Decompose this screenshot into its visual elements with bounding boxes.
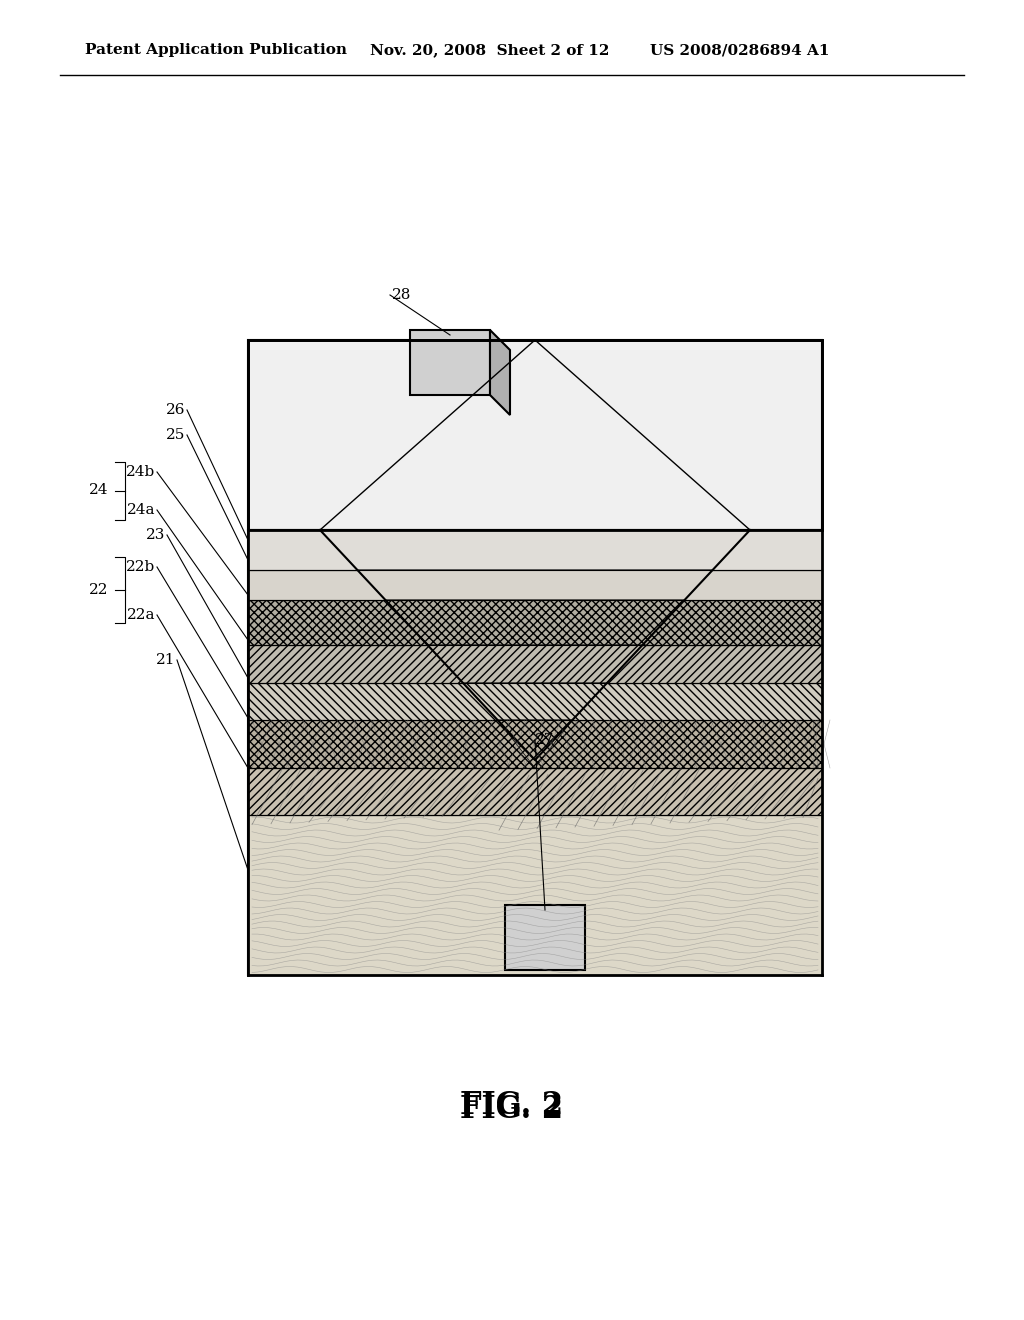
Text: Patent Application Publication: Patent Application Publication xyxy=(85,44,347,57)
Polygon shape xyxy=(248,570,822,601)
Text: 24b: 24b xyxy=(126,465,155,479)
Text: 24: 24 xyxy=(88,483,108,498)
Text: 22b: 22b xyxy=(126,560,155,574)
Polygon shape xyxy=(248,341,822,531)
Text: FIG. 2: FIG. 2 xyxy=(461,1089,563,1121)
Polygon shape xyxy=(248,601,822,645)
Text: 27: 27 xyxy=(535,733,554,747)
Polygon shape xyxy=(248,814,822,975)
Polygon shape xyxy=(248,531,822,975)
Text: 28: 28 xyxy=(392,288,412,302)
Polygon shape xyxy=(498,719,572,768)
Text: US 2008/0286894 A1: US 2008/0286894 A1 xyxy=(650,44,829,57)
Polygon shape xyxy=(248,645,822,682)
Text: 22a: 22a xyxy=(127,609,155,622)
Text: 25: 25 xyxy=(166,428,185,442)
Polygon shape xyxy=(248,719,822,768)
Text: 23: 23 xyxy=(145,528,165,543)
Polygon shape xyxy=(248,768,822,814)
Polygon shape xyxy=(463,682,607,719)
Text: 22: 22 xyxy=(88,583,108,597)
Polygon shape xyxy=(385,601,685,645)
Polygon shape xyxy=(248,682,822,719)
Text: Nov. 20, 2008  Sheet 2 of 12: Nov. 20, 2008 Sheet 2 of 12 xyxy=(370,44,609,57)
Polygon shape xyxy=(319,531,750,570)
Polygon shape xyxy=(410,330,490,395)
Polygon shape xyxy=(505,906,585,970)
Text: 21: 21 xyxy=(156,653,175,667)
Text: 26: 26 xyxy=(166,403,185,417)
Polygon shape xyxy=(357,570,713,601)
Polygon shape xyxy=(427,645,642,682)
Polygon shape xyxy=(248,531,822,570)
Text: FIG. 2: FIG. 2 xyxy=(461,1094,563,1126)
Polygon shape xyxy=(490,330,510,414)
Text: 24a: 24a xyxy=(127,503,155,517)
